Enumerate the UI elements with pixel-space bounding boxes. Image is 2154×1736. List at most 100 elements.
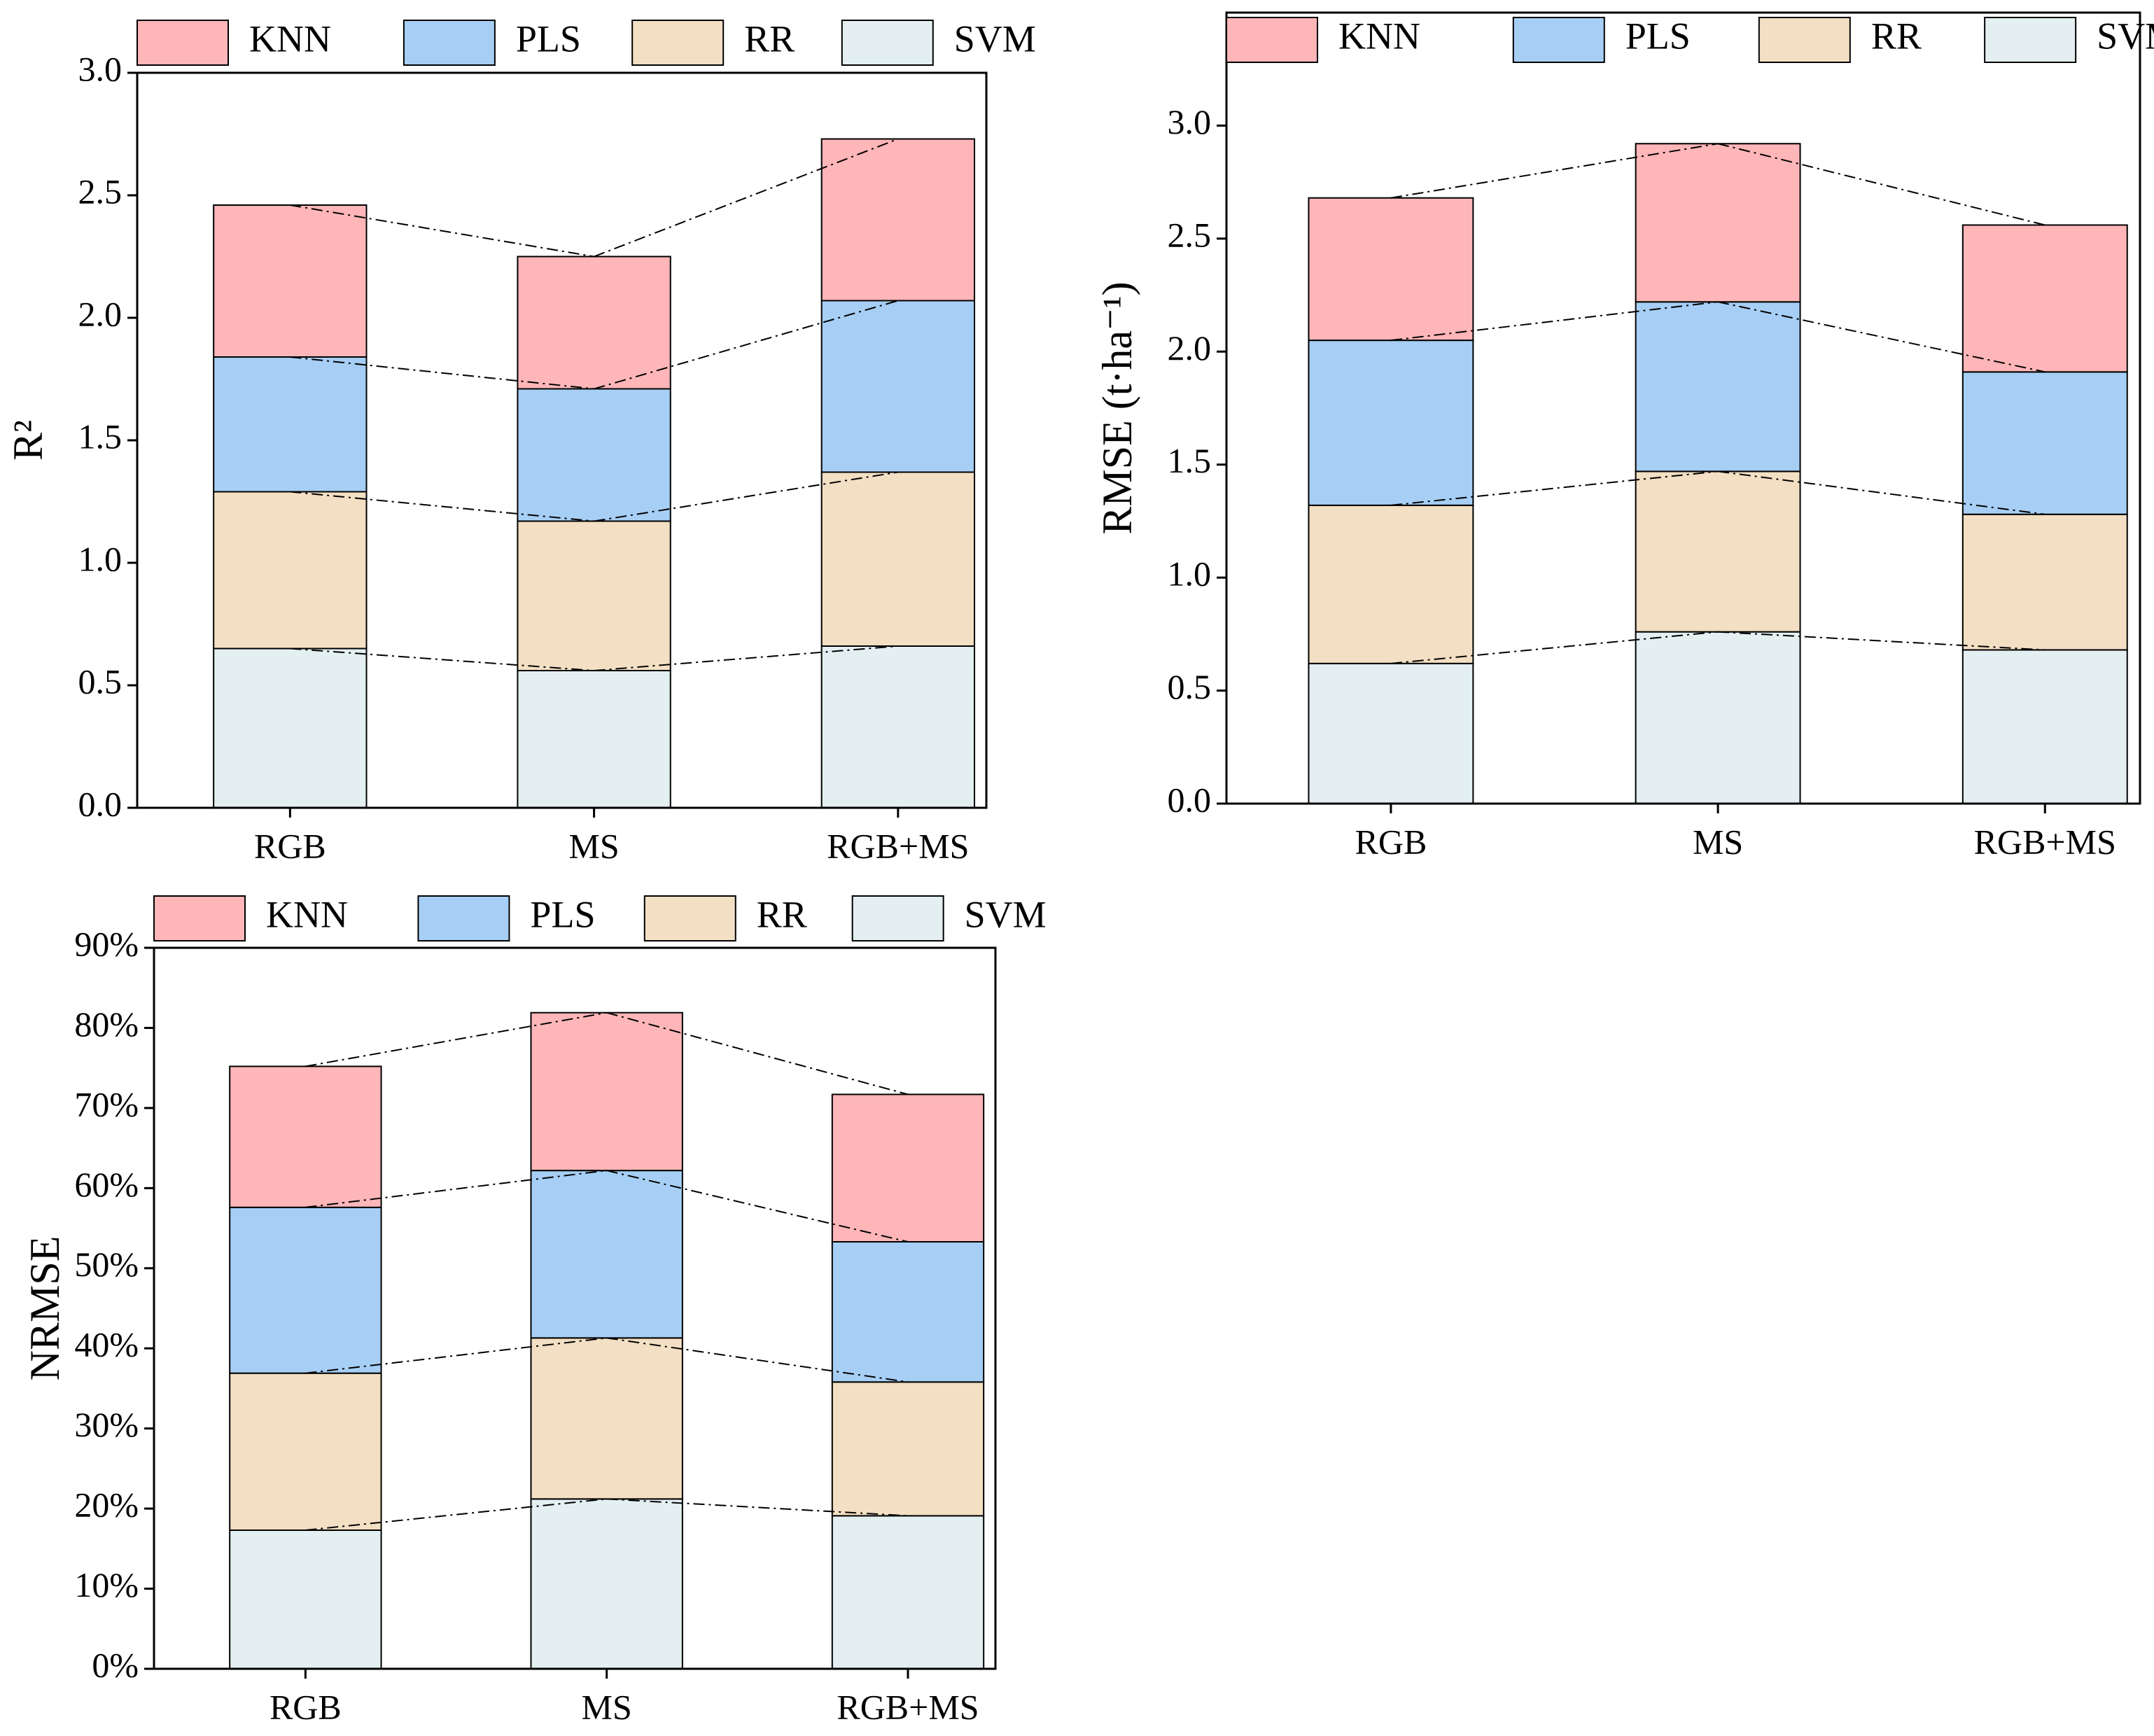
bar-segment — [1961, 513, 2128, 651]
connector-line — [1718, 631, 2045, 651]
bar-segment — [229, 1530, 382, 1670]
connector-line — [305, 1498, 607, 1532]
bar-segment — [820, 300, 976, 473]
y-tick-label: 10% — [74, 1565, 139, 1604]
legend-swatch — [631, 20, 725, 66]
y-tick-label: 2.0 — [78, 294, 123, 333]
y-tick-label: 3.0 — [1168, 102, 1212, 141]
bar-segment — [1961, 649, 2128, 805]
bar-segment — [820, 471, 976, 647]
y-axis-label: NRMSE — [22, 1236, 68, 1381]
legend-swatch — [417, 895, 510, 941]
y-tick-label: 0.5 — [78, 662, 123, 701]
connector-line — [606, 1498, 909, 1517]
bar-segment — [1961, 371, 2128, 515]
y-tick-label: 20% — [74, 1485, 139, 1525]
bar-segment — [530, 1337, 683, 1500]
connector-line — [305, 1011, 607, 1068]
bar-segment — [820, 138, 976, 302]
y-tick-label: 1.5 — [1168, 441, 1212, 480]
bar-segment — [213, 491, 368, 650]
y-axis-label: RMSE (t·ha⁻¹) — [1094, 281, 1140, 534]
chart-panel: 0.0 0.5 1.0 1.5 2.0 2.5 3.0 RGB MS RGB+MS R² KNN PLS… — [5, 18, 1036, 865]
y-tick-label: 1.0 — [78, 539, 123, 578]
x-tick-label: RGB — [270, 1687, 342, 1726]
bar-segment — [530, 1170, 683, 1339]
x-tick-label: RGB+MS — [827, 826, 969, 865]
bar-segment — [831, 1515, 985, 1670]
bar-segment — [517, 255, 671, 390]
bar-segment — [530, 1011, 683, 1172]
legend-label: SVM — [954, 18, 1036, 59]
legend-label: KNN — [266, 893, 348, 935]
y-tick-label: 50% — [74, 1245, 139, 1284]
legend-swatch — [841, 20, 934, 66]
connector-line — [305, 1337, 607, 1374]
bar-segment — [820, 645, 976, 808]
y-tick-label: 2.5 — [78, 172, 123, 211]
legend-label: RR — [744, 18, 795, 59]
connector-line — [290, 491, 594, 522]
bar-segment — [831, 1381, 985, 1517]
y-tick-label: 0.5 — [1168, 667, 1212, 706]
y-tick-label: 30% — [74, 1405, 139, 1444]
connector-line — [290, 648, 594, 671]
bar-segment — [1635, 470, 1801, 633]
legend-swatch — [1758, 17, 1851, 63]
bar-segment — [517, 520, 671, 671]
y-tick-label: 3.0 — [78, 49, 123, 88]
connector-line — [290, 204, 594, 258]
bar-segment — [1635, 631, 1801, 805]
bar-segment — [213, 648, 368, 808]
x-tick-label: RGB — [254, 826, 326, 865]
bar-segment — [1635, 143, 1801, 303]
legend-swatch — [153, 895, 246, 941]
legend-label: RR — [1871, 15, 1922, 57]
x-tick-label: MS — [582, 1687, 632, 1726]
bar-segment — [1635, 301, 1801, 472]
bar-segment — [831, 1093, 985, 1243]
y-tick-label: 80% — [74, 1004, 139, 1044]
y-tick-label: 0.0 — [1168, 780, 1212, 819]
bar-segment — [213, 204, 368, 358]
bar-segment — [517, 388, 671, 522]
bar-segment — [1308, 662, 1474, 804]
y-tick-label: 2.5 — [1168, 215, 1212, 254]
y-tick-label: 40% — [74, 1325, 139, 1364]
legend-label: PLS — [530, 893, 595, 935]
bar-segment — [1308, 340, 1474, 506]
bar-segment — [1961, 224, 2128, 373]
y-tick-label: 1.5 — [78, 416, 123, 456]
bar-segment — [517, 670, 671, 808]
chart-panel: 0.0 0.5 1.0 1.5 2.0 2.5 3.0 RGB MS RGB+MS RMSE (t·… — [1094, 11, 2154, 861]
legend-label: KNN — [249, 18, 331, 59]
legend-label: SVM — [2097, 15, 2154, 57]
bar-segment — [530, 1498, 683, 1670]
y-tick-label: 1.0 — [1168, 554, 1212, 594]
plot-frame — [153, 946, 997, 1670]
connector-line — [606, 1337, 909, 1383]
y-axis-label: R² — [5, 420, 51, 461]
y-tick-label: 70% — [74, 1084, 139, 1124]
x-tick-label: RGB+MS — [1974, 822, 2116, 861]
legend-swatch — [403, 20, 496, 66]
legend-swatch — [643, 895, 736, 941]
y-tick-label: 0% — [92, 1645, 139, 1684]
plot-frame — [1225, 11, 2141, 805]
legend-swatch — [1226, 17, 1318, 63]
connector-line — [1390, 143, 1719, 199]
y-tick-label: 0.0 — [78, 784, 123, 823]
legend-label: RR — [757, 893, 807, 935]
y-tick-label: 60% — [74, 1165, 139, 1204]
x-tick-label: RGB — [1355, 822, 1427, 861]
legend-swatch — [1512, 17, 1605, 63]
connector-line — [290, 356, 594, 390]
connector-line — [594, 471, 899, 522]
connector-line — [305, 1170, 607, 1208]
bar-segment — [1308, 504, 1474, 664]
bar-segment — [213, 356, 368, 493]
connector-line — [594, 645, 898, 671]
y-tick-label: 2.0 — [1168, 328, 1212, 368]
connector-line — [594, 300, 899, 390]
